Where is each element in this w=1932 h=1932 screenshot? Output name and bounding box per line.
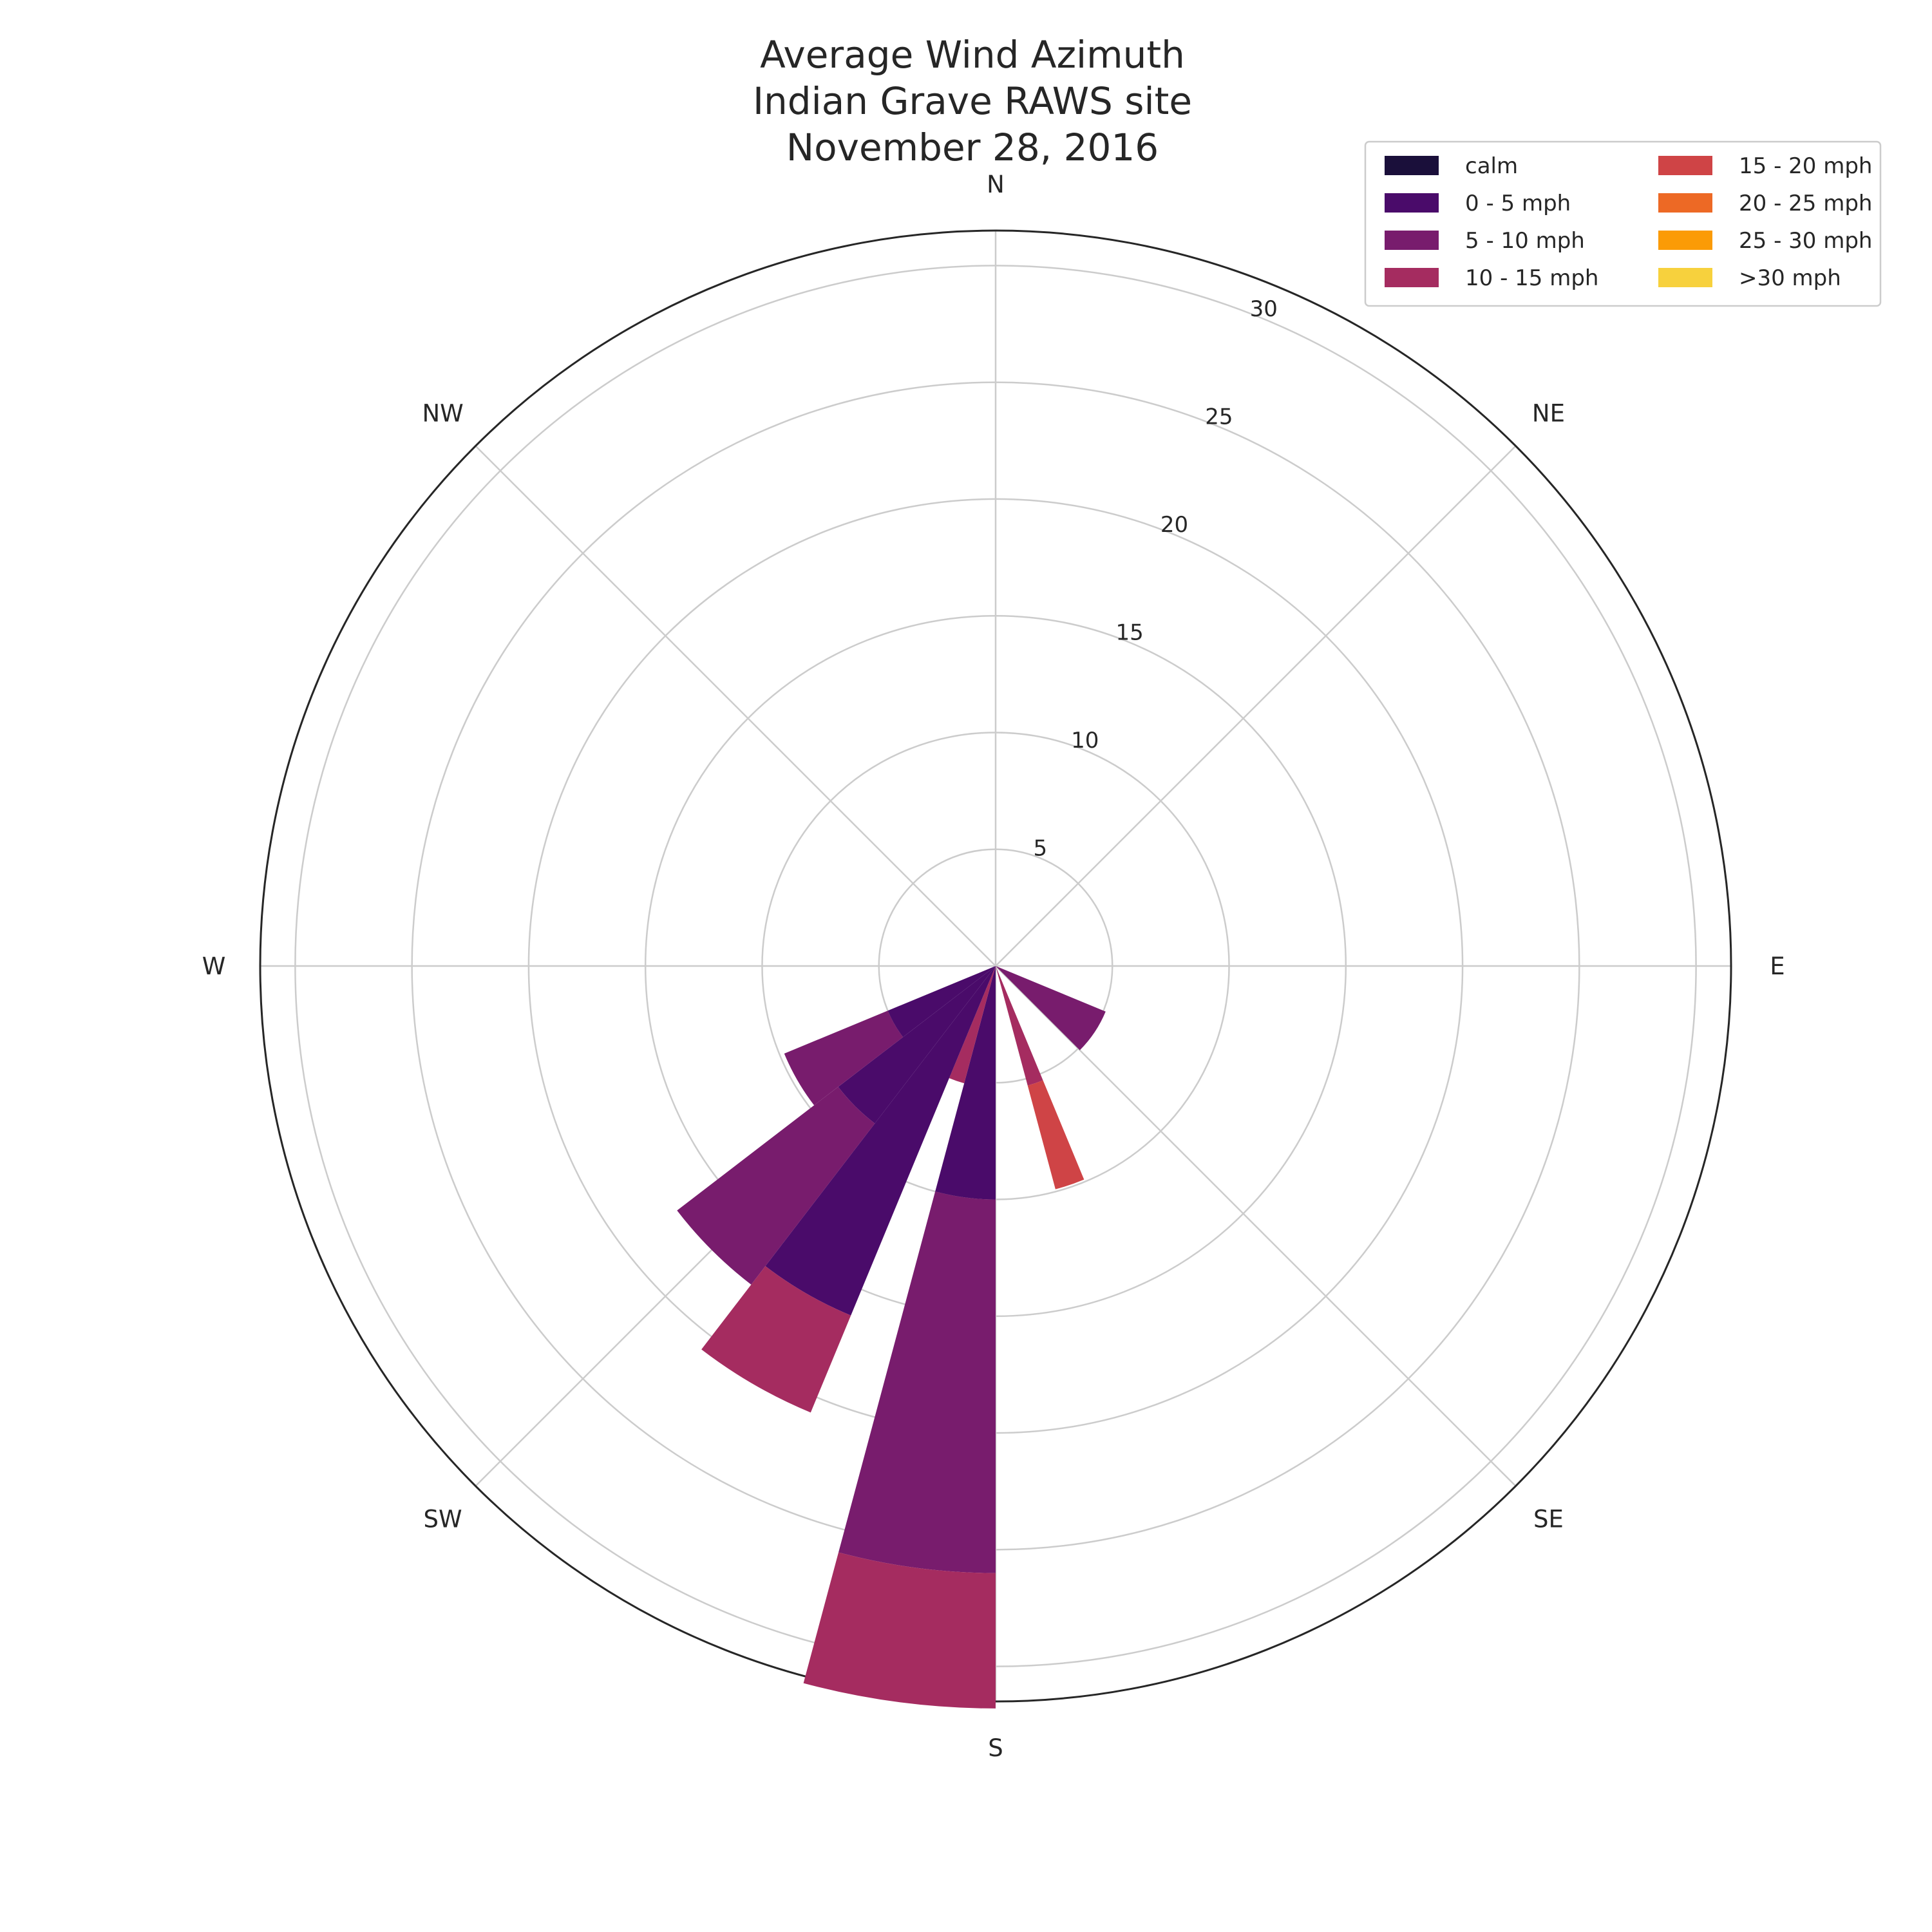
legend-swatch — [1385, 156, 1439, 175]
wind-bar-segment — [701, 1265, 851, 1413]
legend-swatch — [1385, 231, 1439, 250]
radial-tick-label: 30 — [1250, 296, 1278, 322]
legend-label: 25 - 30 mph — [1739, 228, 1872, 254]
wind-bar-segment — [803, 1552, 996, 1709]
legend-label: 20 - 25 mph — [1739, 191, 1872, 216]
legend-label: >30 mph — [1739, 265, 1841, 291]
compass-label-n: N — [987, 171, 1005, 198]
legend-swatch — [1658, 156, 1712, 175]
title-line-1: Average Wind Azimuth — [760, 33, 1185, 77]
wind-bar-segment — [765, 966, 996, 1316]
legend-swatch — [1658, 268, 1712, 287]
wind-bar-segment — [784, 1010, 904, 1106]
legend-label: 5 - 10 mph — [1465, 228, 1585, 254]
wind-bars — [677, 966, 1106, 1709]
legend-label: 10 - 15 mph — [1465, 265, 1598, 291]
radial-tick-label: 20 — [1160, 512, 1188, 538]
legend-frame — [1364, 140, 1882, 307]
grid-spoke — [995, 445, 1517, 967]
compass-label-s: S — [988, 1734, 1003, 1762]
wind-bar-segment — [1027, 1080, 1084, 1189]
compass-labels: N NE E SE S SW W NW — [202, 171, 1785, 1762]
radial-tick-labels: 5 10 15 20 25 30 — [1034, 296, 1278, 861]
radial-tick-label: 10 — [1071, 728, 1099, 753]
chart-title: Average Wind Azimuth Indian Grave RAWS s… — [753, 33, 1192, 169]
legend-swatch — [1385, 193, 1439, 213]
wind-bar-segment — [949, 966, 996, 1084]
wind-bar-segment — [996, 966, 1106, 1050]
legend-label: 15 - 20 mph — [1739, 153, 1872, 179]
wind-bar-segment — [838, 966, 996, 1124]
radial-tick-label: 15 — [1115, 620, 1143, 646]
compass-label-w: W — [202, 952, 226, 980]
compass-label-ne: NE — [1532, 400, 1565, 428]
wind-bar-segment — [887, 966, 996, 1037]
compass-label-se: SE — [1533, 1505, 1564, 1533]
wind-bar-segment — [838, 1191, 996, 1573]
legend: calm 0 - 5 mph 5 - 10 mph 10 - 15 mph 15 - 2… — [1364, 140, 1882, 307]
legend-swatch — [1385, 268, 1439, 287]
wind-bar-segment — [677, 1086, 875, 1285]
wind-bar-segment — [935, 966, 996, 1200]
wind-bar-segment — [996, 966, 1043, 1086]
title-line-2: Indian Grave RAWS site — [753, 79, 1192, 123]
legend-label: 0 - 5 mph — [1465, 191, 1571, 216]
radial-tick-label: 5 — [1034, 836, 1048, 862]
title-line-3: November 28, 2016 — [786, 126, 1159, 169]
legend-label: calm — [1465, 153, 1518, 179]
grid-spoke — [475, 445, 996, 967]
compass-label-e: E — [1770, 952, 1785, 980]
compass-label-sw: SW — [424, 1505, 462, 1533]
compass-label-nw: NW — [422, 400, 463, 428]
legend-swatch — [1658, 193, 1712, 213]
grid-spoke — [995, 965, 1517, 1487]
radial-tick-label: 25 — [1205, 404, 1233, 430]
legend-swatch — [1658, 231, 1712, 250]
